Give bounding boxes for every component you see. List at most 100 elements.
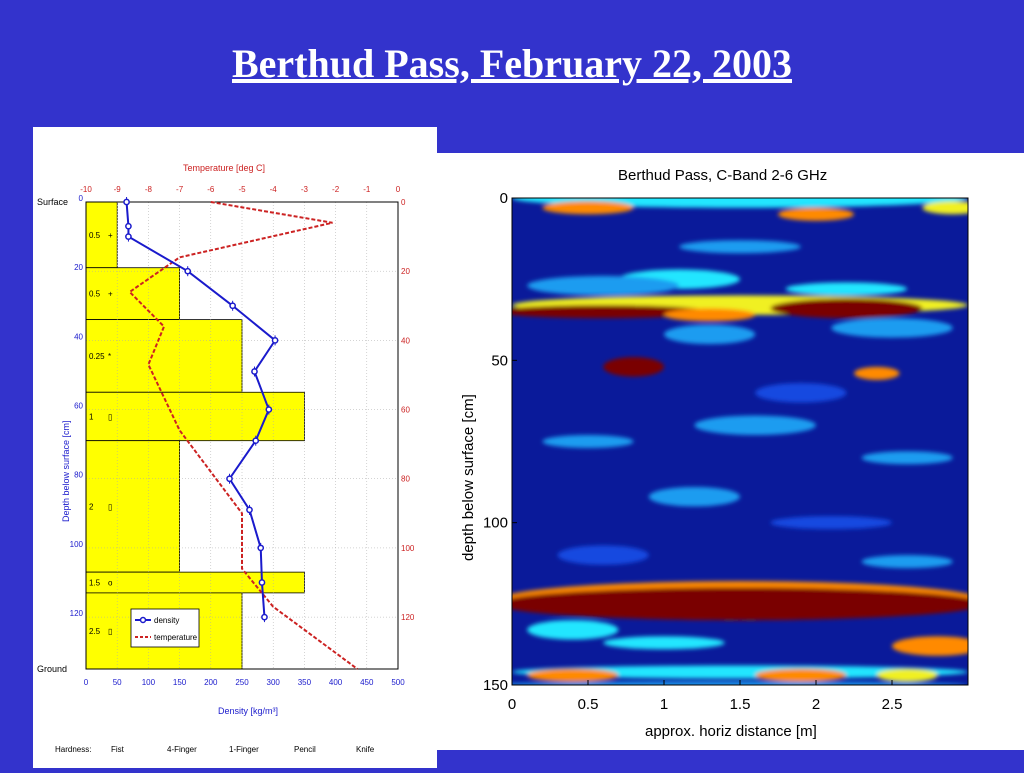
radar-panel: Berthud Pass, C-Band 2-6 GHz 0 0.5 1 1.5 2 2.…	[437, 153, 1024, 750]
radar-reflection-9	[512, 305, 710, 319]
x2-tick-label-4: -6	[207, 185, 215, 194]
radar-y-tick-label-0: 0	[500, 190, 508, 207]
grain-size-label-4: 2	[89, 502, 94, 511]
radar-reflection-4	[679, 240, 801, 254]
hardness-label: Hardness:	[55, 745, 91, 754]
y2-tick-label-5: 100	[401, 544, 415, 553]
y-tick-label-6: 120	[70, 609, 84, 618]
radar-reflection-26	[527, 620, 619, 640]
radar-reflection-16	[755, 383, 847, 403]
hardness-layer-5	[85, 571, 305, 594]
surface-label: Surface	[37, 197, 68, 207]
y2-tick-label-0: 0	[401, 198, 406, 207]
hardness-1-finger: 1-Finger	[229, 745, 259, 754]
x-tick-label-1: 50	[113, 678, 122, 687]
radar-y-tick-label-2: 100	[483, 515, 508, 532]
y-tick-label-0: 0	[79, 194, 84, 203]
ground-label: Ground	[37, 664, 67, 674]
grain-type-symbol-5: o	[108, 579, 113, 588]
grain-size-label-6: 2.5	[89, 627, 101, 636]
radar-reflection-19	[861, 451, 953, 465]
radar-reflection-17	[542, 435, 634, 448]
radar-x-tick-label-0: 0	[508, 696, 516, 713]
slide-title: Berthud Pass, February 22, 2003	[232, 41, 792, 86]
radar-reflection-2	[778, 207, 854, 221]
legend-temperature: temperature	[154, 633, 198, 642]
hardness-layer-2	[85, 319, 243, 393]
radar-reflection-22	[557, 545, 649, 565]
x2-tick-label-5: -5	[238, 185, 246, 194]
radar-reflection-23	[861, 555, 953, 569]
grain-type-symbol-4: ▯	[108, 502, 112, 511]
snow-profile-chart: 0.5 +0.5 +0.25 *1 ▯2 ▯1.5 o2.5 ▯ 0 50 100 150 200 25…	[37, 163, 415, 754]
radar-reflection-10	[770, 298, 923, 319]
x-tick-label-4: 200	[204, 678, 218, 687]
x-tick-label-9: 450	[360, 678, 374, 687]
radar-x-tick-label-5: 2.5	[882, 696, 903, 713]
left-axis-label: Depth below surface [cm]	[61, 420, 71, 522]
grain-size-label-2: 0.25	[89, 352, 105, 361]
y-tick-label-1: 20	[74, 263, 83, 272]
density-line	[125, 201, 277, 618]
density-point-0	[123, 198, 130, 206]
x-tick-label-7: 350	[298, 678, 312, 687]
snow-profile-panel: 0.5 +0.5 +0.25 * 1 ▯ 2 ▯ 1.5 o 2.5 ▯ 0 50 100 150 200 25…	[33, 127, 437, 768]
density-point-2	[125, 233, 132, 240]
y2-tick-label-2: 40	[401, 336, 410, 345]
radar-reflection-30	[527, 668, 619, 682]
radar-y-tick-label-1: 50	[491, 352, 508, 369]
density-point-8	[252, 437, 260, 445]
radar-title: Berthud Pass, C-Band 2-6 GHz	[618, 167, 827, 184]
x-tick-label-2: 100	[142, 678, 156, 687]
top-axis-label: Temperature [deg C]	[183, 163, 265, 173]
density-point-10	[246, 506, 253, 514]
x-tick-label-0: 0	[84, 678, 89, 687]
grain-size-label-1: 0.5	[89, 290, 101, 299]
radar-reflection-1	[542, 201, 634, 215]
hardness-layer-0	[85, 201, 118, 269]
radar-reflection-12	[603, 357, 664, 377]
hardness-fist: Fist	[111, 745, 125, 754]
density-point-7	[265, 406, 273, 413]
density-point-13	[261, 613, 268, 621]
density-point-9	[226, 475, 233, 483]
hardness-layer-3	[85, 391, 305, 442]
radar-x-tick-label-1: 0.5	[578, 696, 599, 713]
radar-reflection-31	[755, 668, 847, 682]
grain-type-symbol-6: ▯	[108, 627, 112, 636]
grain-type-symbol-3: ▯	[108, 412, 112, 421]
radar-x-tick-label-3: 1.5	[730, 696, 751, 713]
x2-tick-label-10: 0	[396, 185, 401, 194]
radar-reflection-13	[854, 366, 900, 380]
x2-tick-label-9: -1	[363, 185, 371, 194]
grain-size-label-5: 1.5	[89, 579, 101, 588]
radar-reflection-18	[694, 415, 816, 436]
density-point-4	[229, 302, 236, 310]
radar-y-tick-label-3: 150	[483, 677, 508, 694]
x-tick-label-10: 500	[391, 678, 405, 687]
legend-density: density	[154, 616, 179, 625]
hardness-scale: Hardness: Fist 4-Finger 1-Finger Pencil …	[55, 745, 375, 754]
radar-reflection-28	[603, 636, 725, 650]
x-tick-label-6: 300	[267, 678, 281, 687]
y-tick-label-5: 100	[70, 540, 84, 549]
x2-tick-label-3: -7	[176, 185, 184, 194]
y-tick-label-3: 60	[74, 402, 83, 411]
radar-reflection-3	[922, 201, 968, 215]
grain-type-symbol-0: +	[108, 231, 113, 240]
radar-reflection-27	[892, 636, 968, 656]
grain-type-symbol-2: *	[108, 352, 111, 361]
y2-tick-label-6: 120	[401, 613, 415, 622]
x2-tick-label-0: -10	[80, 185, 92, 194]
y2-tick-label-1: 20	[401, 267, 410, 276]
radar-x-tick-label-2: 1	[660, 696, 668, 713]
x2-tick-label-7: -3	[301, 185, 309, 194]
x-tick-label-3: 150	[173, 678, 187, 687]
radar-x-tick-label-4: 2	[812, 696, 820, 713]
radar-reflection-15	[831, 318, 953, 338]
hardness-4-finger: 4-Finger	[167, 745, 197, 754]
y-tick-label-2: 40	[74, 332, 83, 341]
radar-reflection-32	[876, 668, 938, 682]
grain-size-label-0: 0.5	[89, 231, 101, 240]
radar-reflection-7	[785, 282, 908, 296]
